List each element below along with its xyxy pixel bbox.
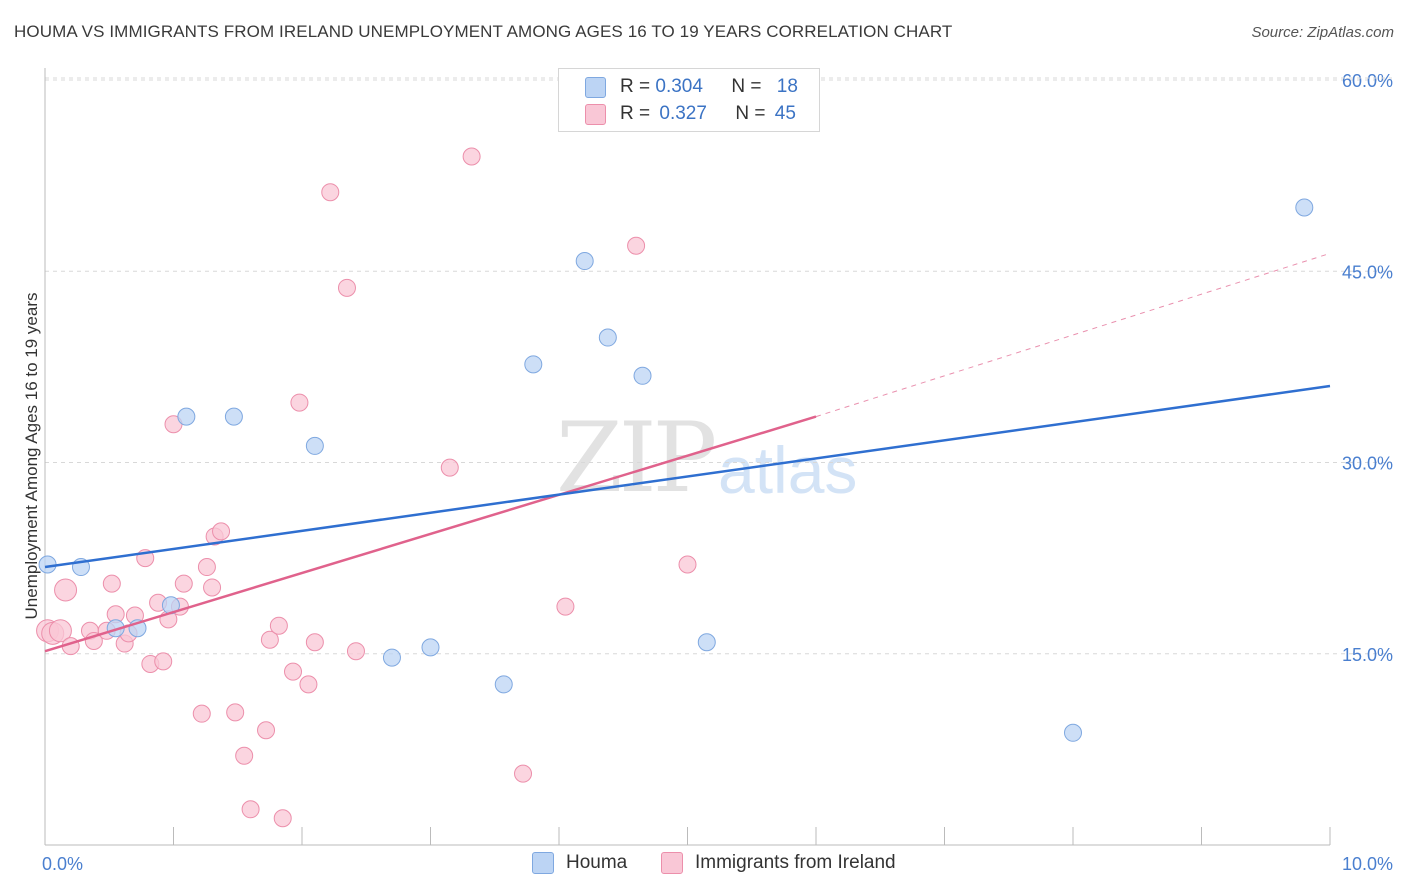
- y-tick-label: 30.0%: [1342, 454, 1393, 474]
- houma-point: [575, 252, 594, 271]
- ireland-point: [54, 578, 78, 602]
- ireland-point: [257, 721, 276, 740]
- ireland-point: [102, 574, 121, 593]
- bottom-legend-swatch-houma: [532, 852, 554, 874]
- ireland-point: [212, 522, 231, 541]
- ireland-point: [154, 652, 173, 671]
- y-axis-label: Unemployment Among Ages 16 to 19 years: [22, 293, 41, 620]
- legend-n-label: N =: [731, 76, 767, 97]
- bottom-legend-swatch-ireland: [661, 852, 683, 874]
- ireland-point: [299, 675, 318, 694]
- legend-n-label: N =: [735, 103, 771, 124]
- ireland-point: [321, 183, 340, 202]
- ireland-point: [174, 574, 193, 593]
- houma-point: [382, 648, 401, 667]
- ireland-point: [48, 619, 72, 643]
- ireland-point: [260, 630, 279, 649]
- houma-point: [421, 638, 440, 657]
- bottom-legend-label-houma: Houma: [566, 852, 628, 873]
- houma-point: [633, 366, 652, 385]
- bottom-legend-houma: Houma: [532, 852, 627, 874]
- ireland-point: [305, 633, 324, 652]
- bottom-legend-ireland: Immigrants from Ireland: [661, 852, 896, 874]
- houma-point: [524, 355, 543, 374]
- ireland-point: [203, 578, 222, 597]
- houma-trend-line: [44, 384, 1331, 569]
- legend-swatch-houma: [585, 76, 606, 98]
- ireland-point: [337, 278, 356, 297]
- ireland-point: [556, 597, 575, 616]
- ireland-point: [269, 616, 288, 635]
- legend-row-houma: R = 0.304 N = 18: [585, 74, 798, 100]
- ireland-point: [226, 703, 245, 722]
- ireland-point: [235, 746, 254, 765]
- ireland-point: [290, 393, 309, 412]
- houma-point: [697, 633, 716, 652]
- y-tick-label: 45.0%: [1342, 262, 1393, 282]
- ireland-point: [192, 704, 211, 723]
- ireland-point: [440, 458, 459, 477]
- legend-r-value-ireland: 0.327: [659, 103, 707, 124]
- legend-row-ireland: R = 0.327 N = 45: [585, 101, 796, 127]
- ireland-point: [284, 662, 303, 681]
- ireland-point: [273, 809, 292, 828]
- ireland-point: [197, 558, 216, 577]
- source-label: Source: ZipAtlas.com: [1251, 24, 1394, 41]
- chart-title: HOUMA VS IMMIGRANTS FROM IRELAND UNEMPLO…: [14, 22, 953, 41]
- bottom-legend: Houma Immigrants from Ireland: [0, 852, 1406, 878]
- houma-point: [177, 407, 196, 426]
- legend: R = 0.304 N = 18 R = 0.327 N = 45: [558, 68, 820, 132]
- x-tick-label-max: 10.0%: [1342, 854, 1393, 874]
- bottom-legend-label-ireland: Immigrants from Ireland: [695, 852, 896, 873]
- ireland-trend-line: [44, 415, 817, 653]
- legend-swatch-ireland: [585, 103, 606, 125]
- houma-point: [494, 675, 513, 694]
- houma-point: [224, 407, 243, 426]
- houma-point: [1064, 723, 1082, 742]
- ireland-point: [514, 764, 533, 783]
- ireland-point: [346, 642, 365, 661]
- legend-r-label: R =: [620, 103, 656, 124]
- legend-r-label: R =: [620, 76, 656, 97]
- y-tick-label: 60.0%: [1342, 71, 1393, 91]
- houma-point: [38, 555, 57, 574]
- houma-point: [598, 328, 617, 347]
- houma-point: [1295, 198, 1314, 217]
- legend-n-value-ireland: 45: [774, 103, 796, 124]
- ireland-point: [462, 147, 481, 166]
- watermark-zip: ZIP: [556, 402, 717, 514]
- legend-r-value-houma: 0.304: [655, 76, 703, 97]
- houma-point: [305, 436, 324, 455]
- ireland-trend-extension: [815, 252, 1331, 418]
- ireland-point: [241, 800, 260, 819]
- y-tick-label: 15.0%: [1342, 645, 1393, 665]
- ireland-point: [627, 236, 646, 255]
- ireland-point: [678, 555, 697, 574]
- x-tick-label-min: 0.0%: [42, 854, 83, 874]
- legend-n-value-houma: 18: [776, 76, 798, 97]
